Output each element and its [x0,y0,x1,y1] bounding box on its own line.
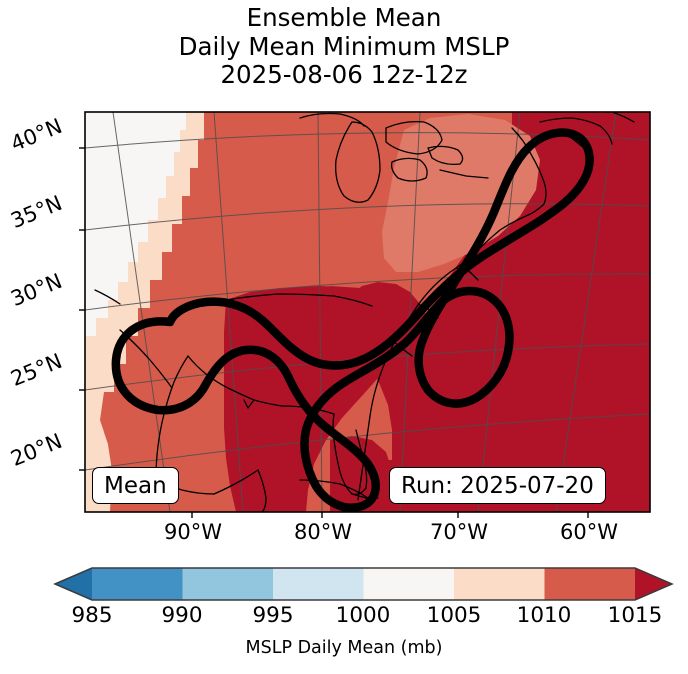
lake-superior-east [385,120,443,155]
mslp-1015-contour [111,128,594,512]
mississippi-delta [243,399,255,409]
parallel-30n [85,273,650,311]
mean-badge: Mean [92,467,179,504]
title-line-1: Ensemble Mean [246,3,442,32]
colorbar-caption: MSLP Daily Mean (mb) [245,638,443,658]
contour-path-1015 [111,128,594,512]
title-line-2: Daily Mean Minimum MSLP [178,31,510,61]
lat-tick-marks [79,147,85,471]
east-coast [357,127,547,501]
colorbar-tick-1010: 1010 [516,603,572,628]
rio-grande [119,329,173,389]
lon-label-70w: 70°W [430,520,488,544]
colorbar-tick-1015: 1015 [607,603,663,628]
colorbar-band-995-1000 [273,568,364,600]
lake-ontario-outflow [439,169,489,179]
colorbar-tick-995: 995 [252,603,294,628]
title-line-3: 2025-08-06 12z-12z [220,60,468,89]
colorbar-over-arrow [635,568,672,600]
lake-superior-west [299,112,365,127]
colorbar-band-990-995 [182,568,273,600]
colorbar-band-1005-1010 [454,568,545,600]
gulf-state-border [225,293,373,307]
lon-label-80w: 80°W [294,520,352,544]
colorbar-outline [53,567,674,601]
meridian-95w [112,112,171,512]
colorbar-tick-1000: 1000 [335,603,391,628]
colorbar-band-985-990 [92,568,183,600]
map-frame [84,111,651,513]
meridian-70w [555,112,617,512]
colorbar [53,567,674,601]
parallel-35n [85,203,650,231]
colorbar-tick-985: 985 [71,603,113,628]
parallel-20n [85,413,650,471]
bay-of-campeche [213,469,259,495]
lake-erie [390,157,428,182]
yucatan [257,469,267,512]
texas-border [94,289,121,305]
region-above-1015-stepped-edge [382,112,650,512]
meridian-80w [399,112,421,512]
run-date-badge: Run: 2025-07-20 [389,467,606,504]
lake-michigan [335,121,381,203]
gulf-coast-west [187,355,283,407]
colorbar-tick-990: 990 [161,603,203,628]
meridian-90w [213,112,244,512]
lon-tick-marks [191,512,589,518]
lon-label-60w: 60°W [560,520,618,544]
region-northeast-crimson [600,112,650,200]
maritimes [539,117,613,145]
map-axes [79,111,651,518]
colorbar-band-1000-1005 [363,568,454,600]
colorbar-under-arrow [55,568,92,600]
colorbar-band-1010-1015 [544,568,635,600]
region-gulf-overlay [224,286,404,512]
map-contour-fills [85,112,650,512]
lake-ontario [427,145,464,166]
lon-label-90w: 90°W [164,520,222,544]
colorbar-tick-1005: 1005 [426,603,482,628]
meridian-85w [317,112,323,512]
figure-title: Ensemble Mean Daily Mean Minimum MSLP 20… [0,3,688,90]
